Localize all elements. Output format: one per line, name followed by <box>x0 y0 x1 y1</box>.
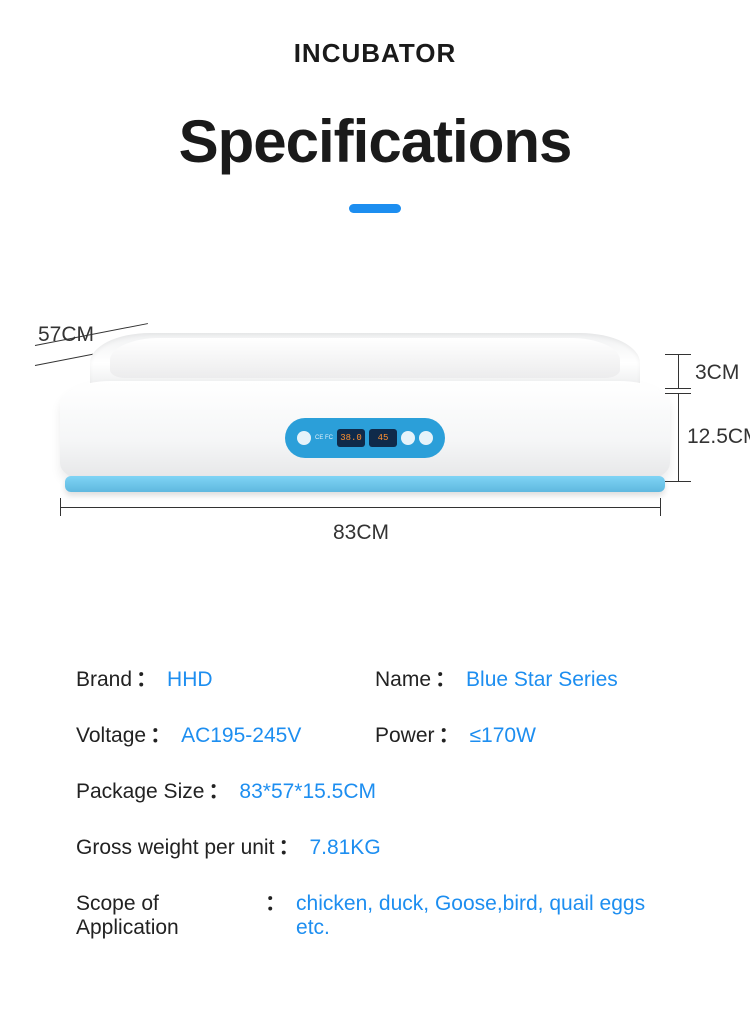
spec-value: Blue Star Series <box>466 668 618 692</box>
colon: ： <box>150 719 171 749</box>
colon: ： <box>208 775 229 805</box>
panel-button-icon <box>419 431 433 445</box>
spec-item: Name： Blue Star Series <box>375 663 674 693</box>
spec-item: Brand： HHD <box>76 663 375 693</box>
spec-label: Brand <box>76 668 132 692</box>
colon: ： <box>136 663 157 693</box>
humidity-display: 45 <box>369 429 397 447</box>
panel-cert-text: CE FC <box>315 435 333 441</box>
spec-value: AC195-245V <box>181 724 301 748</box>
spec-value: 83*57*15.5CM <box>239 780 376 804</box>
control-panel: CE FC 38.0 45 <box>285 418 445 458</box>
colon: ： <box>435 663 456 693</box>
spec-value: HHD <box>167 668 213 692</box>
product-diagram: 57CM CE FC 38.0 45 83CM 3CM 12.5CM <box>0 273 750 643</box>
dim-width-tick-right <box>660 498 661 516</box>
dim-width-label: 83CM <box>333 521 389 545</box>
spec-item: Power： ≤170W <box>375 719 674 749</box>
spec-item: Scope of Application ： chicken, duck, Goo… <box>76 887 674 940</box>
spec-value: chicken, duck, Goose,bird, quail eggs et… <box>296 892 674 940</box>
spec-row: Package Size： 83*57*15.5CM <box>76 775 674 805</box>
dim-base-vline <box>678 393 679 481</box>
dim-lid-label: 3CM <box>695 361 739 385</box>
dim-width-line <box>60 507 660 508</box>
product-illustration: CE FC 38.0 45 <box>60 333 670 493</box>
spec-label: Name <box>375 668 431 692</box>
spec-item: Gross weight per unit： 7.81KG <box>76 831 674 861</box>
dim-base-line-bottom <box>665 481 691 482</box>
spec-value: 7.81KG <box>309 836 380 860</box>
dim-lid-line-bottom <box>665 388 691 389</box>
specs-list: Brand：HHDName：Blue Star SeriesVoltage：AC… <box>0 663 750 940</box>
spec-row: Voltage：AC195-245VPower：≤170W <box>76 719 674 749</box>
spec-item: Package Size： 83*57*15.5CM <box>76 775 674 805</box>
spec-label: Package Size <box>76 780 204 804</box>
spec-label: Voltage <box>76 724 146 748</box>
temp-display: 38.0 <box>337 429 365 447</box>
spec-row: Scope of Application ： chicken, duck, Goo… <box>76 887 674 940</box>
page-title: Specifications <box>0 107 750 176</box>
panel-button-icon <box>401 431 415 445</box>
dim-lid-vline <box>678 354 679 388</box>
panel-button-icon <box>297 431 311 445</box>
spec-item: Voltage： AC195-245V <box>76 719 375 749</box>
spec-label: Scope of Application <box>76 892 261 940</box>
section-header: INCUBATOR <box>0 38 750 69</box>
colon: ： <box>278 831 299 861</box>
spec-label: Gross weight per unit <box>76 836 274 860</box>
spec-value: ≤170W <box>470 724 536 748</box>
title-underline <box>349 204 401 213</box>
colon: ： <box>439 719 460 749</box>
dim-base-label: 12.5CM <box>687 425 750 449</box>
colon: ： <box>265 887 286 917</box>
spec-row: Gross weight per unit： 7.81KG <box>76 831 674 861</box>
spec-label: Power <box>375 724 435 748</box>
spec-row: Brand：HHDName：Blue Star Series <box>76 663 674 693</box>
product-tray <box>65 476 665 492</box>
